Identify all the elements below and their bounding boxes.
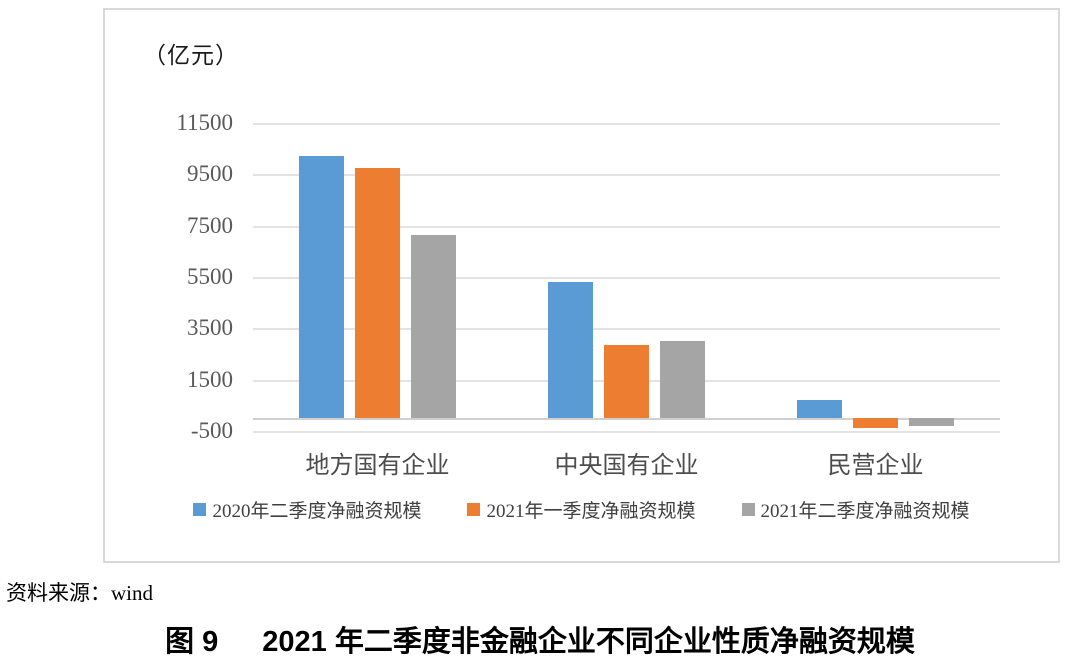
bar-series3-地方国有企业 <box>411 234 456 419</box>
y-gridline <box>253 123 1000 125</box>
x-category-label: 民营企业 <box>827 453 924 479</box>
bar-series2-中央国有企业 <box>604 345 649 419</box>
bar-series1-民营企业 <box>797 400 842 419</box>
legend-label: 2021年一季度净融资规模 <box>486 501 696 522</box>
plot-area: 地方国有企业 中央国有企业 民营企业 <box>253 123 1000 479</box>
bar-series3-民营企业 <box>909 418 954 426</box>
bar-series1-地方国有企业 <box>299 156 344 419</box>
legend-item: 2021年二季度净融资规模 <box>741 496 970 523</box>
bar-series1-中央国有企业 <box>548 282 593 419</box>
legend-item: 2021年一季度净融资规模 <box>467 496 696 523</box>
y-axis-tick-label: 7500 <box>187 212 233 238</box>
x-category-label: 地方国有企业 <box>305 453 450 479</box>
y-axis-tick-label: -500 <box>190 418 233 443</box>
figure-title: 2021 年二季度非金融企业不同企业性质净融资规模 <box>262 626 915 658</box>
y-gridline <box>253 328 1000 331</box>
legend-item: 2020年二季度净融资规模 <box>193 496 421 523</box>
y-gridline <box>253 174 1000 177</box>
legend-label: 2021年二季度净融资规模 <box>760 501 970 522</box>
x-axis-line <box>253 418 1000 421</box>
source-note: 资料来源：wind <box>6 577 153 607</box>
legend: 2020年二季度净融资规模 2021年一季度净融资规模 2021年二季度净融资规模 <box>105 496 1058 523</box>
y-gridline <box>253 431 1000 433</box>
source-value: wind <box>111 581 153 605</box>
y-gridline <box>253 225 1000 228</box>
y-axis-tick-label: 9500 <box>187 161 233 187</box>
axis-unit-label: （亿元） <box>143 43 239 68</box>
x-category-label: 中央国有企业 <box>554 453 699 479</box>
source-label: 资料来源： <box>6 581 111 605</box>
legend-swatch-icon <box>467 503 481 516</box>
chart-panel: （亿元） 地方国有企业 中央国有企业 民营企业 2020年二季度净融资规模 2021年… <box>103 8 1060 563</box>
bar-series2-地方国有企业 <box>355 167 400 419</box>
legend-label: 2020年二季度净融资规模 <box>212 501 422 522</box>
y-axis-tick-label: 3500 <box>187 315 233 341</box>
legend-swatch-icon <box>193 503 207 516</box>
figure-caption: 图 9 2021 年二季度非金融企业不同企业性质净融资规模 <box>0 618 1080 660</box>
bar-series2-民营企业 <box>853 418 898 429</box>
y-axis-tick-label: 5500 <box>187 264 233 289</box>
figure-number: 图 9 <box>165 626 219 658</box>
y-axis-tick-label: 1500 <box>187 366 233 392</box>
bar-series3-中央国有企业 <box>660 341 705 419</box>
y-axis-tick-label: 11500 <box>176 110 233 135</box>
legend-swatch-icon <box>741 503 755 516</box>
y-gridline <box>253 277 1000 279</box>
